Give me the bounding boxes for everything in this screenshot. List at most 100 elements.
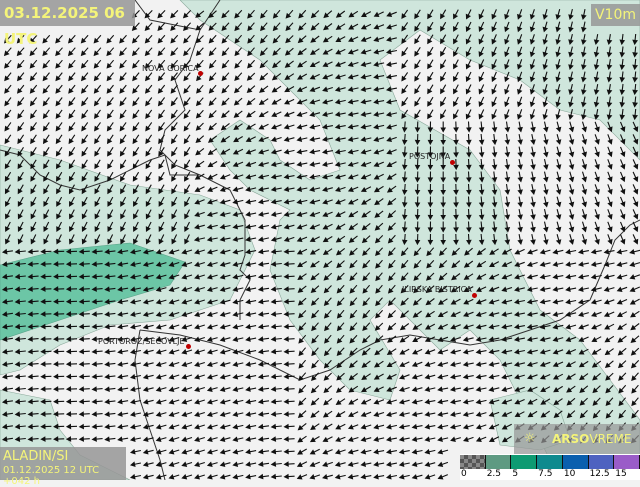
- wind-arrow: [104, 286, 116, 292]
- wind-arrow: [606, 71, 613, 83]
- wind-arrow: [184, 171, 191, 182]
- wind-arrow: [155, 474, 167, 480]
- wind-arrow: [478, 233, 485, 246]
- wind-arrow: [335, 436, 346, 442]
- wind-arrow: [607, 134, 613, 145]
- wind-arrow: [78, 386, 90, 392]
- wind-arrow: [157, 22, 166, 32]
- wind-arrow: [311, 359, 319, 369]
- model-info: ALADIN/SI 01.12.2025 12 UTC +042 h: [0, 447, 126, 487]
- wind-arrow: [632, 196, 639, 208]
- wind-arrow: [488, 436, 500, 442]
- wind-arrow: [219, 273, 231, 280]
- wind-arrow: [334, 148, 346, 155]
- wind-arrow: [632, 221, 639, 233]
- legend-tick: 12.5: [589, 469, 610, 479]
- wind-arrow: [183, 134, 191, 145]
- wind-arrow: [219, 236, 231, 242]
- wind-arrow: [270, 448, 282, 455]
- wind-arrow: [466, 183, 472, 196]
- wind-arrow: [385, 473, 398, 480]
- wind-arrow: [580, 8, 587, 21]
- wind-arrow: [604, 323, 615, 330]
- legend-tick: 5: [512, 469, 519, 479]
- wind-arrow: [552, 361, 564, 368]
- wind-arrow: [517, 84, 523, 95]
- wind-arrow: [43, 221, 50, 233]
- wind-arrow: [617, 347, 627, 356]
- wind-arrow: [171, 196, 178, 207]
- wind-arrow: [349, 247, 358, 256]
- wind-arrow: [258, 123, 269, 130]
- wind-arrow: [283, 148, 295, 155]
- wind-arrow: [438, 285, 448, 293]
- wind-arrow: [414, 59, 421, 70]
- wind-arrow: [131, 47, 140, 57]
- wind-arrow: [424, 361, 436, 368]
- wind-arrow: [488, 348, 500, 355]
- wind-arrow: [310, 272, 320, 281]
- wind-arrow: [453, 34, 459, 45]
- wind-arrow: [373, 48, 385, 55]
- wind-arrow: [68, 147, 76, 157]
- wind-arrow: [504, 134, 511, 146]
- wind-arrow: [411, 398, 423, 405]
- wind-arrow: [386, 136, 397, 143]
- wind-arrow: [529, 21, 536, 33]
- wind-arrow: [453, 21, 459, 32]
- wind-arrow: [283, 248, 295, 255]
- wind-arrow: [17, 196, 24, 207]
- wind-arrow: [555, 159, 562, 170]
- wind-arrow: [530, 158, 536, 171]
- wind-arrow: [607, 171, 613, 183]
- wind-arrow: [194, 274, 205, 280]
- wind-arrow: [284, 60, 294, 68]
- wind-arrow: [491, 121, 498, 133]
- wind-arrow: [478, 21, 485, 33]
- wind-arrow: [335, 199, 346, 205]
- wind-arrow: [629, 298, 640, 305]
- wind-arrow: [232, 386, 244, 392]
- wind-arrow: [362, 309, 371, 319]
- wind-arrow: [619, 159, 626, 170]
- wind-arrow: [387, 210, 397, 219]
- wind-arrow: [539, 298, 551, 305]
- wind-arrow: [283, 273, 295, 280]
- wind-arrow: [504, 109, 510, 120]
- wind-arrow: [65, 273, 78, 280]
- wind-arrow: [504, 96, 510, 108]
- wind-arrow: [565, 324, 577, 330]
- wind-arrow: [55, 159, 63, 170]
- wind-arrow: [591, 360, 602, 368]
- wind-arrow: [53, 261, 65, 267]
- wind-arrow: [260, 9, 268, 19]
- wind-arrow: [360, 86, 372, 93]
- wind-arrow: [270, 348, 282, 355]
- wind-arrow: [591, 348, 602, 355]
- wind-arrow: [565, 373, 576, 380]
- wind-arrow: [619, 209, 626, 220]
- wind-arrow: [632, 58, 638, 71]
- wind-arrow: [478, 34, 485, 45]
- wind-arrow: [297, 297, 307, 306]
- wind-arrow: [425, 272, 435, 281]
- wind-arrow: [437, 449, 449, 455]
- wind-arrow: [349, 284, 358, 294]
- wind-arrow: [427, 233, 434, 246]
- wind-arrow: [257, 298, 270, 305]
- wind-arrow: [270, 473, 282, 480]
- wind-arrow: [206, 461, 218, 468]
- wind-arrow: [207, 161, 218, 168]
- wind-arrow: [475, 336, 487, 343]
- wind-arrow: [30, 196, 37, 207]
- wind-arrow: [155, 286, 167, 293]
- wind-arrow: [465, 96, 472, 108]
- wind-arrow: [207, 199, 218, 205]
- wind-arrow: [245, 398, 257, 405]
- wind-arrow: [155, 374, 167, 380]
- wind-arrow: [400, 259, 409, 269]
- wind-arrow: [440, 109, 447, 120]
- wind-arrow: [605, 397, 614, 407]
- wind-arrow: [132, 84, 140, 94]
- wind-arrow: [529, 109, 536, 120]
